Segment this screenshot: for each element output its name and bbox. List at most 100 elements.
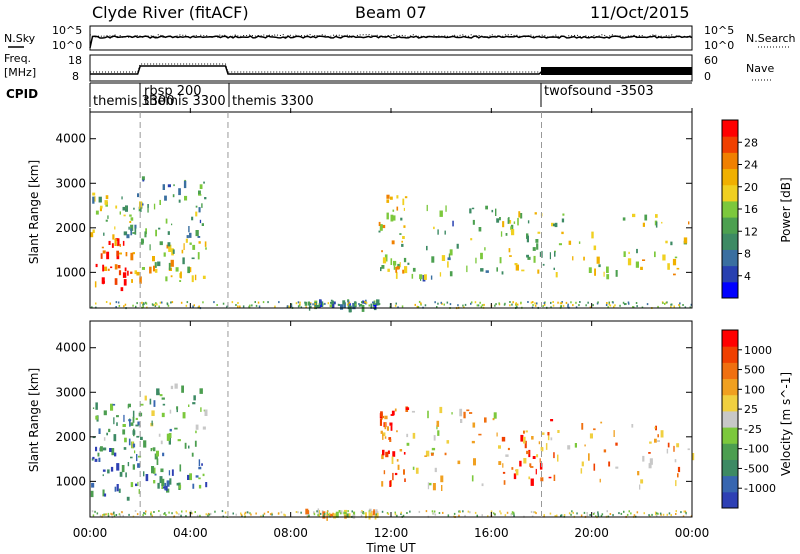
- data-cell: [161, 301, 163, 304]
- data-cell: [128, 403, 131, 408]
- data-cell: [533, 255, 536, 263]
- data-cell: [623, 510, 625, 513]
- data-cell: [553, 223, 556, 227]
- x-tick-label: 00:00: [73, 526, 108, 540]
- data-cell: [665, 301, 667, 304]
- data-cell: [362, 300, 365, 304]
- data-cell: [515, 469, 519, 476]
- data-cell: [145, 510, 147, 513]
- data-cell: [596, 302, 599, 305]
- data-cell: [156, 303, 158, 306]
- data-cell: [543, 514, 545, 517]
- data-cell: [241, 515, 243, 518]
- data-cell: [378, 303, 381, 305]
- data-cell: [618, 512, 620, 515]
- data-cell: [495, 303, 497, 306]
- data-cell: [484, 417, 487, 423]
- data-cell: [656, 512, 658, 515]
- data-cell: [274, 305, 276, 308]
- data-cell: [111, 448, 115, 456]
- data-cell: [267, 301, 269, 304]
- data-cell: [107, 268, 110, 271]
- power-panel: 1000 2000 3000 4000 Slant Range [km]: [27, 111, 693, 313]
- data-cell: [199, 219, 202, 224]
- data-cell: [550, 301, 552, 304]
- x-tick-label: 16:00: [474, 526, 509, 540]
- data-cell: [680, 511, 682, 514]
- nsearch-trace: [89, 33, 693, 39]
- data-cell: [347, 299, 350, 302]
- data-cell: [267, 511, 269, 513]
- data-cell: [584, 444, 586, 447]
- data-cell: [484, 247, 486, 251]
- data-cell: [373, 509, 375, 513]
- data-cell: [313, 511, 315, 514]
- data-cell: [506, 511, 509, 514]
- data-cell: [440, 475, 444, 483]
- data-cell: [91, 510, 94, 513]
- data-cell: [271, 513, 273, 516]
- data-cell: [415, 467, 419, 474]
- data-cell: [134, 227, 137, 235]
- data-cell: [476, 304, 479, 307]
- data-cell: [161, 397, 165, 400]
- data-cell: [295, 511, 298, 513]
- data-cell: [258, 305, 261, 308]
- data-cell: [99, 206, 102, 212]
- data-cell: [687, 448, 690, 451]
- data-cell: [172, 249, 175, 254]
- data-cell: [404, 478, 406, 482]
- data-cell: [331, 300, 334, 304]
- data-cell: [432, 512, 435, 515]
- nsky-tick-bottom: 10^0: [52, 39, 82, 52]
- data-cell: [168, 262, 171, 270]
- data-cell: [391, 240, 395, 245]
- data-cell: [155, 229, 157, 237]
- data-cell: [351, 510, 353, 513]
- data-cell: [202, 275, 206, 279]
- data-cell: [404, 266, 408, 274]
- data-cell: [471, 207, 475, 210]
- data-cell: [177, 439, 181, 442]
- data-cell: [142, 303, 144, 306]
- nsky-label: N.Sky: [4, 32, 36, 45]
- data-cell: [92, 192, 96, 196]
- y-tick-label: 2000: [55, 430, 86, 444]
- data-cell: [387, 450, 390, 454]
- data-cell: [339, 512, 342, 515]
- data-cell: [447, 257, 451, 261]
- data-cell: [426, 245, 428, 251]
- x-tick-label: 08:00: [273, 526, 308, 540]
- data-cell: [394, 513, 397, 516]
- data-cell: [537, 231, 541, 234]
- data-cell: [471, 440, 475, 444]
- data-cell: [322, 303, 324, 306]
- data-cell: [113, 434, 117, 442]
- data-cell: [542, 305, 544, 308]
- data-cell: [457, 460, 461, 465]
- cpid-row: CPID themis 3300 rbsp 200 themis 3300 th…: [6, 82, 692, 109]
- data-cell: [131, 279, 133, 283]
- data-cell: [493, 412, 497, 419]
- data-cell: [495, 208, 497, 216]
- data-cell: [567, 305, 569, 308]
- data-cell: [666, 513, 668, 516]
- data-cell: [494, 513, 496, 516]
- data-cell: [132, 430, 136, 435]
- data-cell: [389, 305, 392, 308]
- data-cell: [198, 190, 201, 196]
- data-cell: [307, 301, 310, 306]
- data-cell: [125, 206, 127, 209]
- data-cell: [469, 208, 472, 214]
- freq-unit-label: [MHz]: [4, 66, 36, 79]
- data-cell: [397, 306, 399, 309]
- data-cell: [530, 510, 533, 513]
- data-cell: [102, 514, 104, 516]
- data-cell: [314, 302, 317, 305]
- data-cell: [115, 301, 118, 304]
- data-cell: [648, 452, 651, 454]
- data-cell: [373, 306, 375, 309]
- data-cell: [459, 510, 461, 513]
- nsearch-tick-bottom: 10^0: [704, 39, 734, 52]
- data-cell: [141, 176, 145, 181]
